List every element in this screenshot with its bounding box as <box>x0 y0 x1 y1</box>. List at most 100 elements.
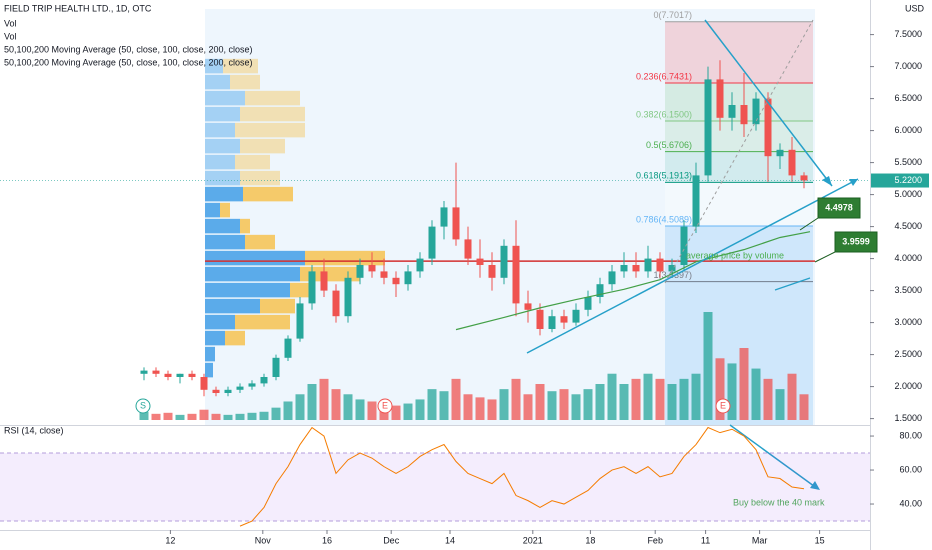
candle-body <box>644 258 652 272</box>
y-tick-label: 7.0000 <box>894 61 922 71</box>
profile-up <box>205 154 235 170</box>
x-tick-label: 15 <box>815 535 825 545</box>
volume-bar <box>415 399 425 420</box>
volume-bar <box>487 399 497 420</box>
profile-down <box>240 218 250 234</box>
candle-body <box>464 239 472 259</box>
candle-body <box>440 207 448 227</box>
profile-up <box>205 186 243 202</box>
candle-body <box>188 373 196 377</box>
candle-body <box>632 265 640 272</box>
profile-down <box>230 74 260 90</box>
candle-body <box>524 303 532 310</box>
annotation-box <box>817 197 861 219</box>
candle-body <box>392 277 400 285</box>
volume-bar <box>223 414 233 420</box>
event-label[interactable]: E <box>720 400 726 410</box>
fib-band <box>665 121 813 152</box>
x-tick-label: 18 <box>585 535 595 545</box>
event-marker[interactable] <box>377 398 393 414</box>
candle-body <box>680 226 688 265</box>
volume-bar <box>439 391 449 420</box>
arrow-head <box>822 176 832 186</box>
currency: USD <box>905 3 925 13</box>
y-tick-label: 2.5000 <box>894 349 922 359</box>
x-tick-label: 12 <box>165 535 175 545</box>
profile-down <box>260 298 295 314</box>
volume-bar <box>739 348 749 420</box>
volume-bar <box>691 373 701 420</box>
candle-body <box>608 271 616 285</box>
fib-label: 0.382(6.1500) <box>636 109 692 119</box>
x-tick-label: 16 <box>322 535 332 545</box>
profile-down <box>240 138 285 154</box>
fib-band <box>665 151 813 183</box>
profile-up <box>205 90 245 106</box>
profile-down <box>235 154 270 170</box>
event-label[interactable]: E <box>382 400 388 410</box>
candle-body <box>548 316 556 329</box>
last-price-box <box>871 173 929 188</box>
y-tick-label: 5.5000 <box>894 157 922 167</box>
profile-down <box>290 282 310 298</box>
candle-body <box>248 383 256 387</box>
candle-body <box>728 105 736 118</box>
candle-body <box>452 207 460 240</box>
profile-up <box>205 218 240 234</box>
candle-body <box>584 297 592 310</box>
candle-body <box>224 389 232 393</box>
candle-body <box>428 226 436 259</box>
candle-body <box>200 377 208 390</box>
candle-body <box>800 175 808 181</box>
volume-bar <box>727 363 737 420</box>
candle-body <box>236 386 244 390</box>
profile-down <box>225 330 245 346</box>
candle-body <box>164 373 172 377</box>
event-marker[interactable] <box>715 398 731 414</box>
volume-bar <box>331 389 341 420</box>
fib-trend <box>664 19 814 284</box>
candle-body <box>176 373 184 377</box>
event-label[interactable]: S <box>140 400 146 410</box>
volume-bar <box>307 384 317 420</box>
fib-label: 1(3.6397) <box>653 270 692 280</box>
volume-bar <box>175 414 185 420</box>
profile-up <box>205 298 260 314</box>
date-range-shade <box>205 9 815 425</box>
candle-body <box>668 265 676 272</box>
legend-entry: 50,100,200 Moving Average (50, close, 10… <box>4 57 253 67</box>
event-marker[interactable] <box>135 398 151 414</box>
profile-up <box>205 170 240 186</box>
candle-body <box>500 245 508 278</box>
annotation: Buy below the 40 mark <box>733 497 825 507</box>
volume-bar <box>271 407 281 420</box>
x-tick-label: Feb <box>647 535 663 545</box>
profile-up <box>205 234 245 250</box>
profile-down <box>245 90 300 106</box>
rsi-tick-label: 60.00 <box>899 464 922 474</box>
profile-down <box>223 58 258 74</box>
volume-bar <box>703 312 713 420</box>
main-layer <box>0 60 870 420</box>
volume-bar <box>511 378 521 420</box>
profile-up <box>205 282 290 298</box>
volume-bar <box>763 378 773 420</box>
candle-body <box>368 265 376 272</box>
profile-up <box>205 122 235 138</box>
volume-bar <box>211 413 221 420</box>
volume-bar <box>607 373 617 420</box>
profile-up <box>205 106 240 122</box>
volume-bar <box>151 413 161 420</box>
profile-up <box>205 202 220 218</box>
rsi-tick-label: 40.00 <box>899 498 922 508</box>
fib-label: 0(7.7017) <box>653 10 692 20</box>
volume-bar <box>499 389 509 420</box>
candle-body <box>380 271 388 278</box>
profile-up <box>205 58 223 74</box>
y-tick-label: 2.0000 <box>894 381 922 391</box>
rsi-trend-line <box>729 424 819 490</box>
volume-bar <box>427 389 437 420</box>
candle-body <box>572 309 580 323</box>
profile-down <box>220 202 230 218</box>
